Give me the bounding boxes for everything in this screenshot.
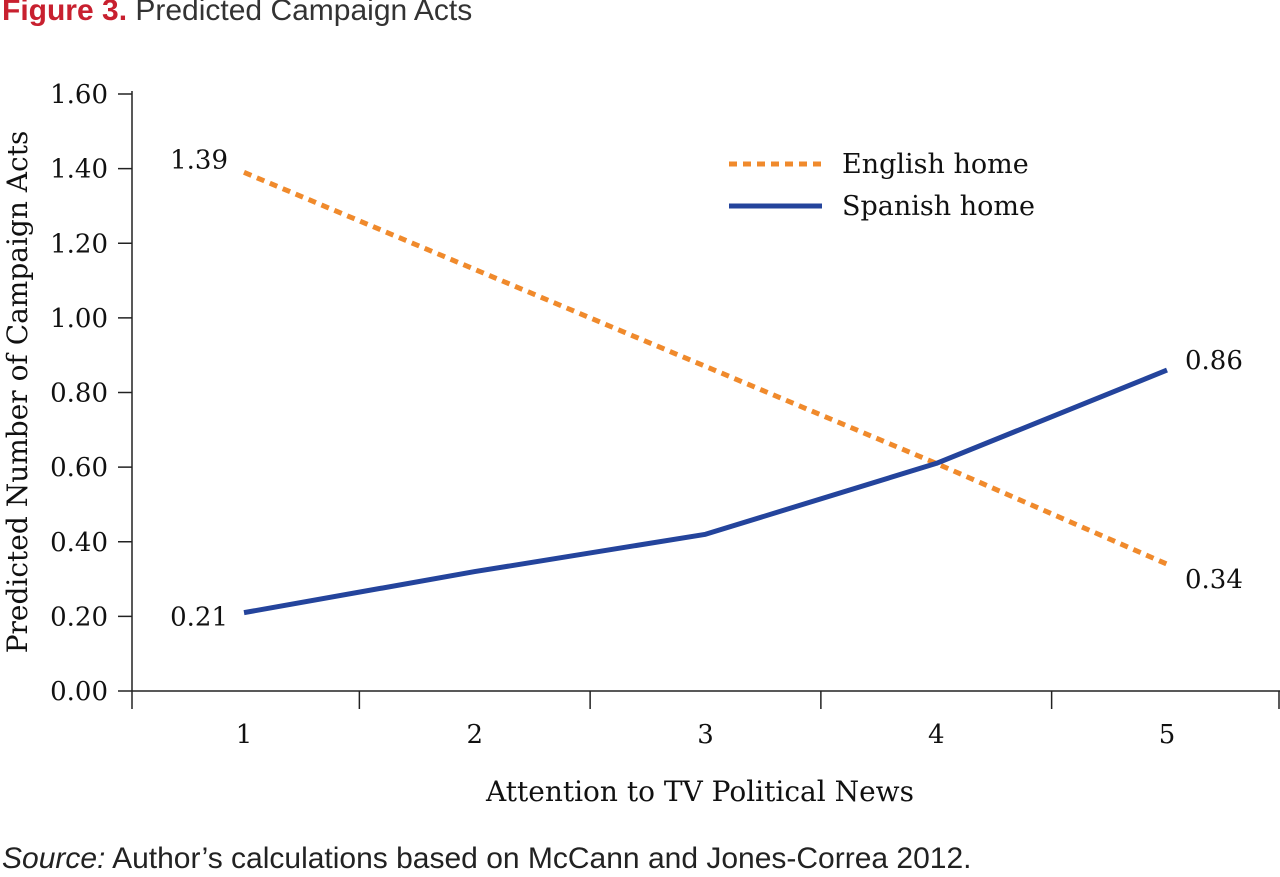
data-label: 0.34 bbox=[1185, 565, 1243, 595]
x-tick-label: 5 bbox=[1159, 720, 1176, 750]
y-tick-label: 0.40 bbox=[50, 528, 108, 558]
figure-title: Figure 3. Predicted Campaign Acts bbox=[2, 0, 472, 28]
y-tick-label: 1.60 bbox=[50, 80, 108, 110]
y-tick-label: 0.80 bbox=[50, 379, 108, 409]
y-tick-label: 1.00 bbox=[50, 304, 108, 334]
chart-series bbox=[243, 170, 1169, 616]
x-tick-label: 2 bbox=[466, 720, 483, 750]
y-axis-title: Predicted Number of Campaign Acts bbox=[1, 131, 34, 654]
figure-title-text: Predicted Campaign Acts bbox=[135, 0, 473, 27]
chart-legend: English home Spanish home bbox=[729, 149, 1035, 222]
source-label: Source: bbox=[2, 842, 106, 875]
source-text: Author’s calculations based on McCann an… bbox=[112, 842, 972, 875]
y-tick-label: 1.40 bbox=[50, 155, 108, 185]
y-tick-label: 0.20 bbox=[50, 602, 108, 632]
data-label: 1.39 bbox=[170, 145, 228, 175]
y-tick-label: 1.20 bbox=[50, 229, 108, 259]
x-tick-label: 3 bbox=[697, 720, 714, 750]
x-tick-label: 1 bbox=[236, 720, 253, 750]
series-line-english-home bbox=[243, 170, 1169, 567]
data-label: 0.86 bbox=[1185, 346, 1243, 376]
legend-label: English home bbox=[842, 149, 1029, 180]
data-label: 0.21 bbox=[170, 603, 228, 633]
x-axis-title: Attention to TV Political News bbox=[485, 775, 914, 808]
legend-label: Spanish home bbox=[842, 191, 1035, 222]
source-note: Source: Author’s calculations based on M… bbox=[2, 842, 972, 876]
x-tick-label: 4 bbox=[928, 720, 945, 750]
y-tick-label: 0.60 bbox=[50, 453, 108, 483]
series-line-spanish-home bbox=[243, 367, 1168, 616]
y-tick-label: 0.00 bbox=[50, 677, 108, 707]
chart-axes: 0.00 0.20 0.40 0.60 0.80 1.00 1.20 1.40 1.60 1 2 3 4… bbox=[50, 80, 1280, 750]
chart-data-labels: 1.39 0.34 0.21 0.86 bbox=[170, 145, 1243, 632]
figure-label: Figure 3. bbox=[2, 0, 128, 27]
